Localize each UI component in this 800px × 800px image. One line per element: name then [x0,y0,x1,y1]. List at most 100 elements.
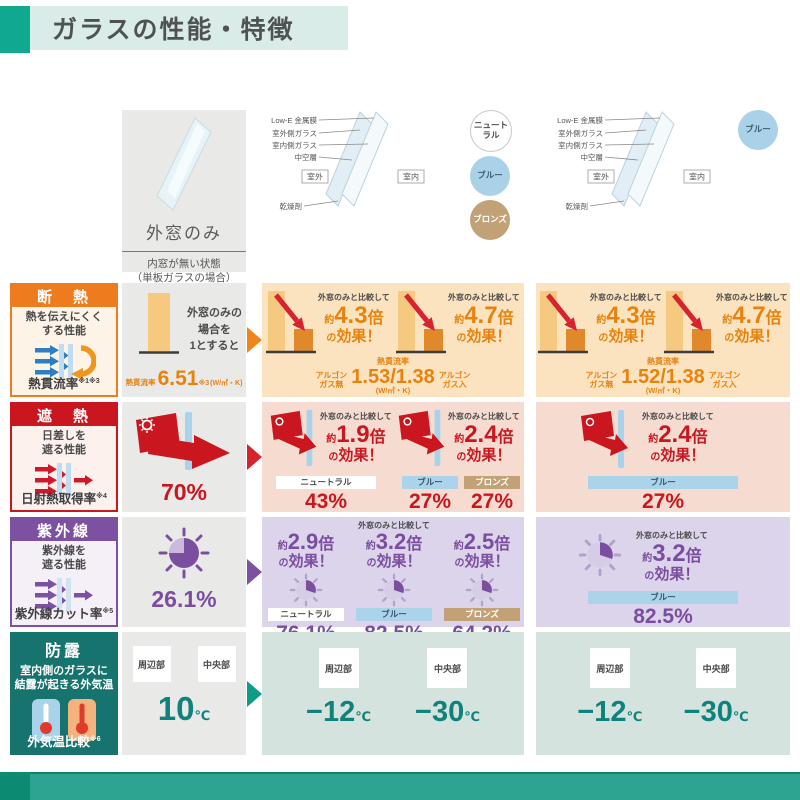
comparison-group: 外窓のみと比較して 約4.3倍 の効果！ [266,289,390,357]
footer-accent-square [0,772,30,800]
approx: 約 [648,434,659,445]
color-circle-bronze: ブロンズ [470,200,510,240]
row-header-uv: 紫外線 紫外線を 遮る性能 紫外線カット率※5 [10,517,118,627]
factor-value: 4.3 [606,302,640,329]
of: の [644,571,655,582]
temperature-unit: ℃ [355,709,371,724]
uv-pie-sun-icon [578,533,622,577]
row-metric-label: 熱貫流率 [28,377,79,391]
approx: 約 [454,434,465,445]
compare-caption: 外窓のみと比較して [448,293,520,302]
variant-chip-blue: ブルー [588,476,738,490]
variant-value: 27% [470,490,514,514]
factor-value: 1.9 [336,421,370,448]
variant-chip-neutral: ニュートラル [276,476,376,490]
u-value-label: 熱貫流率 [125,378,156,387]
approx: 約 [365,541,376,552]
u-value-note: ※3 [198,380,210,387]
row-title-insulation: 断 熱 [12,285,116,307]
row-metric-label: 日射熱取得率 [21,492,97,506]
color-circle-blue: ブルー [738,110,778,150]
color-variant-list: ブルー [738,110,778,150]
gas-with-label: アルゴン ガス入 [438,371,471,390]
effect-label: 効果！ [734,328,780,345]
baseline-glass-panel: 外窓のみ 内窓が無い状態 （単板ガラスの場合） [122,110,246,284]
factor-times: 倍 [639,310,656,327]
color-circle-neutral: ニュートラル [470,110,512,152]
variant-value: 27% [641,490,685,514]
glass-pane-icon [156,117,212,211]
thermometer-warm-icon [68,698,96,741]
condensation-item: 周辺部 −12℃ [577,648,642,729]
shielding-type-panel: Low-E 金属膜 室外側ガラス 室内側ガラス 中空層 室外 室内 乾燥剤 ブル… [536,108,790,381]
baseline-bar-icon [139,293,179,354]
condensation-item: 中央部 −30℃ [684,648,749,729]
bar-comparison-icon [266,291,316,354]
effect-label: 効果！ [338,447,384,464]
compare-caption: 外窓のみと比較して [590,293,662,302]
position-chip-edge: 周辺部 [589,648,630,688]
divider [122,251,246,252]
factor-times: 倍 [497,429,514,446]
effect-label: 効果！ [466,328,512,345]
of: の [598,333,609,344]
effect-label: 効果！ [654,566,700,583]
factor-times: 倍 [765,310,782,327]
of: の [456,333,467,344]
variant-value: 43% [304,490,348,514]
gas-without-label: アルゴン ガス無 [315,371,348,390]
effect-label: 効果！ [376,553,422,570]
solar-arrow-icon [581,410,628,468]
thermometer-cold-icon [32,698,60,741]
comparison-group: 外窓のみと比較して 約4.3倍 の効果！ [538,289,662,357]
of: の [724,333,735,344]
u-value-label: 熱貫流率 [377,356,409,366]
diagram-label-outside: 室外 [307,172,323,182]
factor-times: 倍 [406,536,423,553]
comparison-group: 外窓のみと比較して 約3.2倍 の効果！ ブルー 82.5% [352,520,436,645]
row-desc-2: 結露が起きる外気温 [14,679,114,692]
compare-caption: 外窓のみと比較して [358,521,430,530]
arrow-right-icon [247,327,262,353]
u-value-unit: (W/㎡・K) [375,385,411,395]
factor-value: 3.2 [652,540,686,567]
temperature-unit: ℃ [464,709,480,724]
baseline-title: 外窓のみ [146,224,222,243]
diagram-label-outer-glass: 室外側ガラス [558,128,603,138]
effect-label: 効果！ [466,447,512,464]
variant-chip-bronze: ブロンズ [444,607,520,621]
factor-times: 倍 [494,536,511,553]
row-desc-2: する性能 [42,325,86,338]
row-title-uv: 紫外線 [12,519,116,541]
temperature-value: 10 [157,690,195,727]
variant-chip-neutral: ニュートラル [268,607,344,621]
variant-value: 82.5% [633,605,693,629]
cell-uv-mid: 約2.9倍 の効果！ ニュートラル 76.1% 外窓のみと比較して 約3.2倍 … [262,517,524,645]
solar-gain-value: 70% [160,479,208,505]
footer-bar [0,772,800,800]
baseline-caption-3: 1とすると [189,340,240,352]
row-header-condensation: 防露 室内側のガラスに 結露が起きる外気温 外気温比較※6 [10,632,118,755]
baseline-caption-1: 外窓のみの [187,307,242,319]
cell-condensation-right: 周辺部 −12℃ 中央部 −30℃ [536,632,790,755]
factor-value: 4.7 [464,302,498,329]
factor-times: 倍 [685,548,702,565]
diagram-label-inner-glass: 室内側ガラス [272,140,317,150]
row-desc-1: 日差しを [42,430,86,442]
diagram-label-outside: 室外 [593,172,609,182]
baseline-caption-2: 場合を [198,323,231,336]
position-chip-center: 中央部 [427,648,468,688]
of: の [456,452,467,463]
factor-times: 倍 [691,429,708,446]
u-value-unit: (W/㎡・K) [210,380,243,387]
position-chip-center: 中央部 [696,648,737,688]
u-value: 6.51 [157,367,199,390]
solar-arrow-icon [398,409,445,467]
diagram-label-desiccant: 乾燥剤 [566,201,589,211]
diagram-label-outer-glass: 室外側ガラス [272,128,317,138]
approx: 約 [277,541,288,552]
u-value-pair: 1.52/1.38 [621,365,705,388]
diagram-label-inside: 室内 [689,172,705,182]
row-desc-2: 遮る性能 [42,444,86,457]
approx: 約 [324,315,335,326]
